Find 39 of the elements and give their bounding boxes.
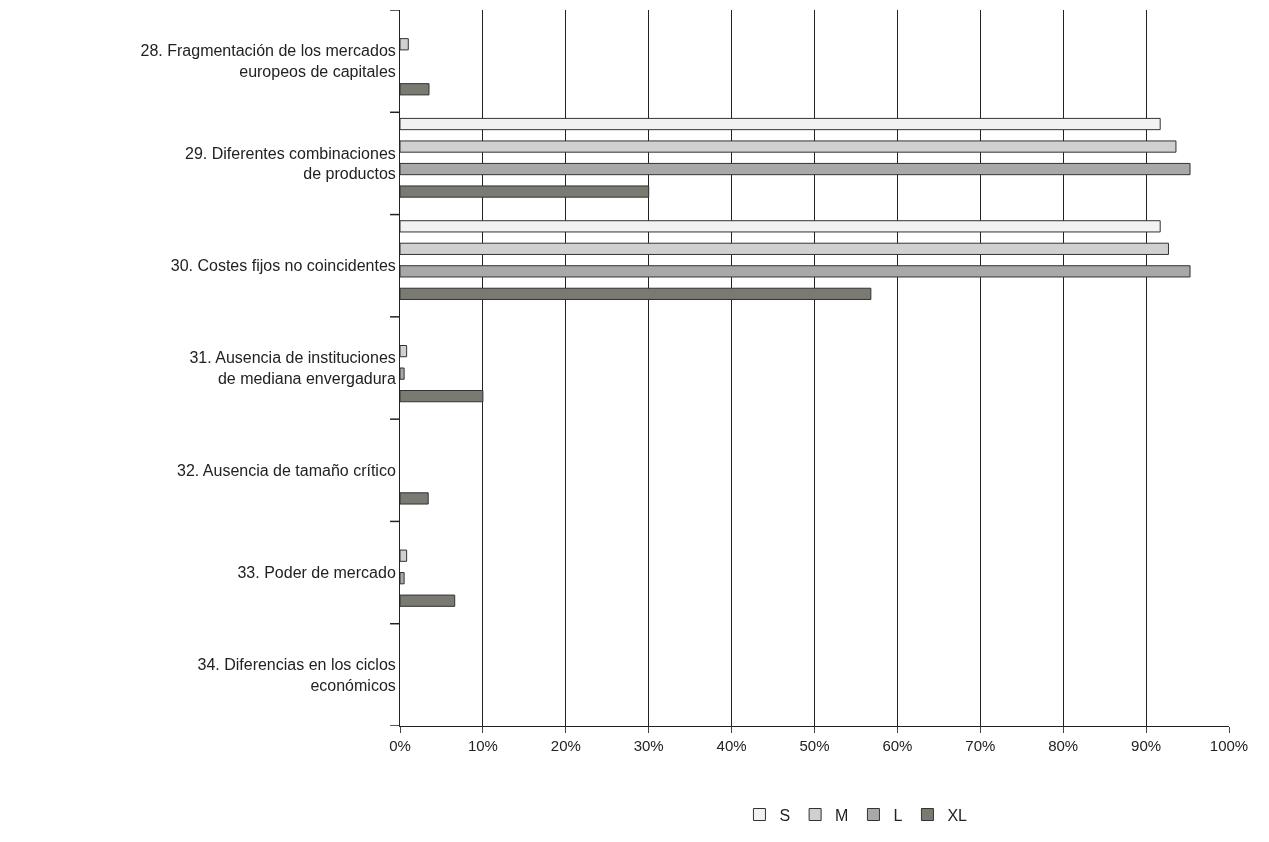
bar: [400, 38, 409, 51]
legend-label: S: [779, 806, 791, 824]
y-tick-label: 28. Fragmentación de los mercados europeos de capitales: [140, 42, 396, 81]
bar: [400, 242, 1169, 255]
legend-label: M: [835, 806, 849, 824]
bar: [400, 367, 405, 380]
x-tick-label: 10%: [467, 737, 498, 754]
x-tick-label: 50%: [799, 737, 830, 754]
bar: [400, 220, 1161, 233]
bar: [400, 185, 650, 198]
x-tick-label: 60%: [882, 737, 913, 754]
y-tick-label: 31. Ausencia de instituciones de mediana envergadura: [189, 349, 396, 387]
bar: [400, 572, 405, 585]
bar: [400, 390, 484, 403]
bar: [400, 594, 456, 607]
bar: [400, 492, 429, 505]
bar: [400, 265, 1191, 278]
bar: [400, 287, 872, 300]
x-tick-label: 90%: [1131, 737, 1162, 754]
x-tick-label: 40%: [716, 737, 747, 754]
x-tick-label: 0%: [389, 737, 411, 754]
x-tick-label: 80%: [1048, 737, 1079, 754]
bar: [400, 162, 1191, 176]
legend-label: L: [893, 806, 903, 824]
y-tick-label: 32. Ausencia de tamaño crítico: [177, 461, 396, 479]
y-tick-label: 30. Costes fijos no coincidentes: [170, 257, 396, 275]
x-tick-label: 20%: [550, 737, 581, 754]
bar: [400, 549, 408, 562]
y-tick-label: 34. Diferencias en los ciclos económicos: [197, 656, 396, 694]
x-tick-label: 70%: [965, 737, 996, 754]
legend-label: XL: [947, 806, 968, 824]
bar: [400, 117, 1161, 131]
bar: [400, 345, 408, 358]
x-tick-label: 100%: [1209, 737, 1249, 754]
y-tick-label: 29. Diferentes combinaciones de productos: [185, 144, 396, 183]
y-tick-label: 33. Poder de mercado: [237, 564, 396, 582]
bar: [400, 140, 1177, 153]
x-tick-label: 30%: [633, 737, 664, 754]
bar: [400, 83, 430, 96]
